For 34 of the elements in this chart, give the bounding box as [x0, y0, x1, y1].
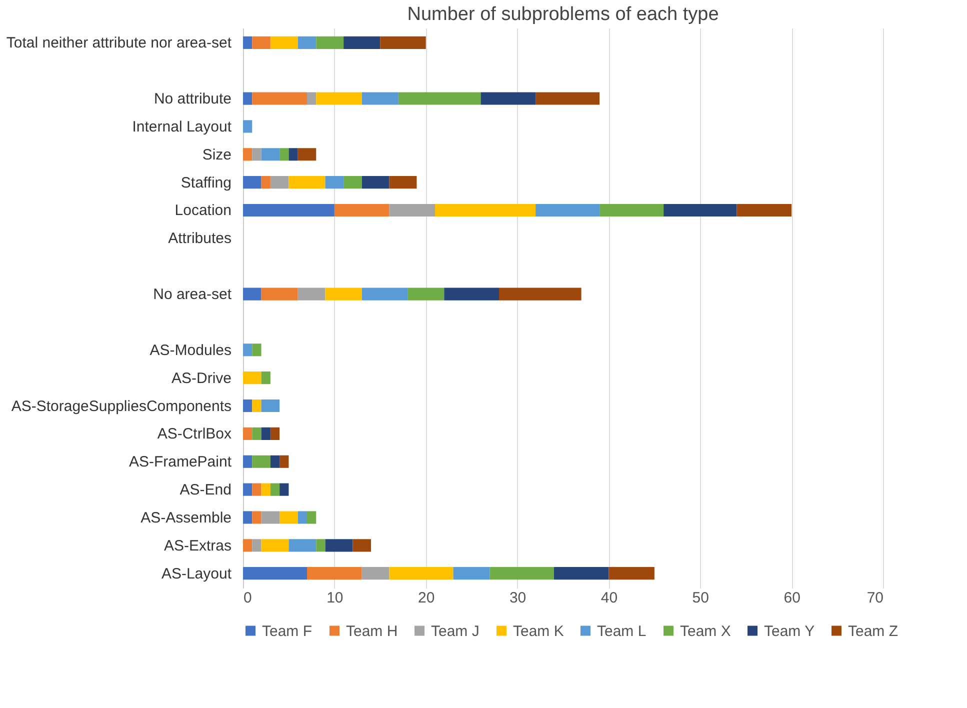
y-tick-label: Staffing: [180, 174, 232, 192]
x-tick-label: 50: [692, 590, 709, 606]
y-tick-label: Total neither attribute nor area-set: [6, 34, 232, 52]
y-tick-label: AS-Assemble: [140, 509, 232, 526]
legend-label: Team Z: [848, 622, 898, 640]
x-tick-label: 30: [509, 590, 526, 606]
x-tick-label: 10: [326, 590, 344, 606]
y-tick-label: Size: [202, 146, 232, 164]
y-tick-label: AS-StorageSuppliesComponents: [11, 398, 232, 415]
y-tick-label: AS-FramePaint: [128, 454, 232, 471]
y-tick-label: Attributes: [168, 230, 232, 248]
y-tick-label: AS-CtrlBox: [157, 426, 232, 443]
legend-label: Team H: [346, 622, 398, 640]
y-tick-label: No attribute: [154, 90, 232, 108]
y-tick-label: No area-set: [153, 286, 232, 304]
y-tick-label: AS-Extras: [164, 537, 232, 554]
y-tick-label: AS-Modules: [150, 342, 232, 359]
legend-label: Team Y: [764, 622, 815, 640]
x-tick-label: 40: [600, 590, 618, 606]
legend-label: Team L: [597, 622, 646, 640]
y-tick-label: Internal Layout: [132, 118, 232, 136]
y-tick-label: AS-Layout: [161, 565, 232, 582]
legend-label: Team K: [513, 622, 564, 640]
x-tick-label: 20: [418, 590, 435, 606]
x-tick-label: 60: [784, 590, 800, 606]
y-tick-label: Location: [174, 202, 232, 220]
legend-label: Team F: [262, 622, 312, 640]
y-tick-label: AS-Drive: [171, 370, 232, 387]
chart-title: Number of subproblems of each type: [407, 4, 719, 25]
legend-label: Team J: [431, 622, 480, 640]
legend-label: Team X: [680, 622, 731, 640]
y-tick-label: AS-End: [180, 482, 232, 499]
x-tick-label: 70: [866, 590, 884, 606]
x-tick-label: 0: [244, 590, 252, 606]
